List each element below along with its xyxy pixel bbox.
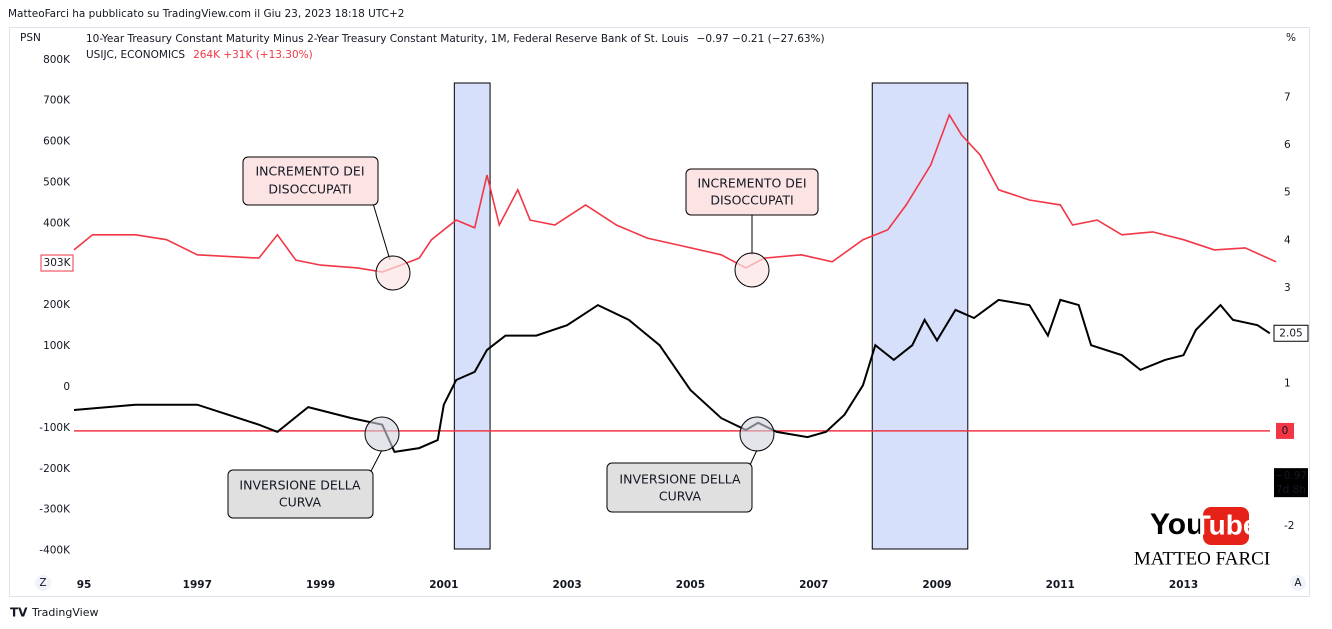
y-tick-label: 0 [63,381,70,393]
callout-text: DISOCCUPATI [268,182,351,197]
y-tick-label: 200K [43,299,71,311]
pointer [371,199,391,261]
callout-text: DISOCCUPATI [710,193,793,208]
callout-text: INVERSIONE DELLA [239,478,361,493]
author-name: MATTEO FARCI [1134,548,1270,569]
x-tick-label: 1999 [306,579,335,591]
y-tick-label: -100K [39,422,71,434]
logo-tube: Tube [1194,509,1259,540]
x-tick-label: 2013 [1169,579,1198,591]
legend-name: USIJC, ECONOMICS [86,49,185,61]
y-tick-label: 800K [43,54,71,66]
y-tick-label: 100K [43,340,71,352]
price-label-bg [1274,468,1308,498]
recession-band [871,82,969,550]
countdown: 7d 8h [1276,484,1306,496]
button-label[interactable]: Z [39,577,46,589]
y2-tick-label: 1 [1284,377,1291,389]
recession-band [453,82,491,550]
callout-text: CURVA [279,495,322,510]
y2-tick-label: 4 [1284,234,1291,246]
series-line [73,113,1277,273]
y2-tick-label: 5 [1284,187,1291,199]
byline: MatteoFarci ha pubblicato su TradingView… [8,8,404,20]
button[interactable]: Z [35,575,51,591]
reference-label: 0 [1282,425,1289,437]
chart-frame [9,27,1310,597]
footer-logo: TV [10,606,28,620]
y-tick-label: 400K [43,217,71,229]
highlight [739,416,775,452]
y-tick-label: -300K [39,504,71,516]
callout-text: INCREMENTO DEI [255,164,364,179]
x-tick-label: 2005 [676,579,705,591]
y2-tick-label: 7 [1284,91,1291,103]
y-tick-label: -400K [39,545,71,557]
button-label[interactable]: A [1294,577,1302,589]
highlight [375,255,411,291]
button-bg[interactable] [1290,575,1306,591]
x-tick-label: 2007 [799,579,828,591]
last-value-label: 2.05 [1279,327,1302,339]
y-tick-label: 600K [43,136,71,148]
x-tick-label: 2003 [553,579,582,591]
last-value-bg [40,254,74,272]
x-tick-label: 2011 [1046,579,1075,591]
logo-you: You [1150,508,1204,541]
x-tick-label: 2009 [922,579,951,591]
legend-values: −0.97 −0.21 (−27.63%) [697,33,825,45]
callout-box [227,469,374,519]
x-tick-label: 1997 [183,579,212,591]
reference-label-bg [1276,422,1294,439]
x-tick-label: 2001 [429,579,458,591]
callout: INCREMENTO DEI DISOCCUPATI [242,156,411,291]
footer-brand: TradingView [31,606,98,619]
price-label: −0.97 [1275,470,1307,482]
x-tick-label: 95 [77,579,92,591]
callout-box [685,168,819,216]
callout: INCREMENTO DEI DISOCCUPATI [685,168,819,288]
pointer [749,449,758,466]
y-tick-label: 700K [43,95,71,107]
legend-values: 264K +31K (+13.30%) [193,49,313,61]
legend-series-1: 10-Year Treasury Constant Maturity Minus… [86,33,825,45]
last-value-label: 303K [44,257,72,269]
logo-box [1203,507,1249,545]
last-value-bg [1273,324,1309,342]
legend-series-2: USIJC, ECONOMICS 264K +31K (+13.30%) [86,49,313,61]
y2-tick-label: 3 [1284,282,1291,294]
y2-tick-label: 6 [1284,139,1291,151]
highlight [364,416,400,452]
y2-axis-label: % [1286,32,1296,44]
y-tick-label: -200K [39,463,71,475]
callout-box [606,462,753,513]
legend-name: 10-Year Treasury Constant Maturity Minus… [86,33,689,45]
button-bg[interactable] [35,575,51,591]
pointer [369,449,383,474]
callout: INVERSIONE DELLA CURVA [227,416,400,519]
highlight [734,252,770,288]
callout-text: INCREMENTO DEI [697,176,806,191]
callout-box [242,156,379,206]
callout: INVERSIONE DELLA CURVA [606,416,775,513]
button[interactable]: A [1290,575,1306,591]
callout-text: CURVA [659,489,702,504]
y-tick-label: 500K [43,176,71,188]
callout-text: INVERSIONE DELLA [619,472,741,487]
series-line [73,298,1271,454]
y-axis-label: PSN [20,32,41,44]
watermark: You Tube MATTEO FARCI [1134,507,1270,569]
y2-tick-label: -2 [1284,520,1294,532]
